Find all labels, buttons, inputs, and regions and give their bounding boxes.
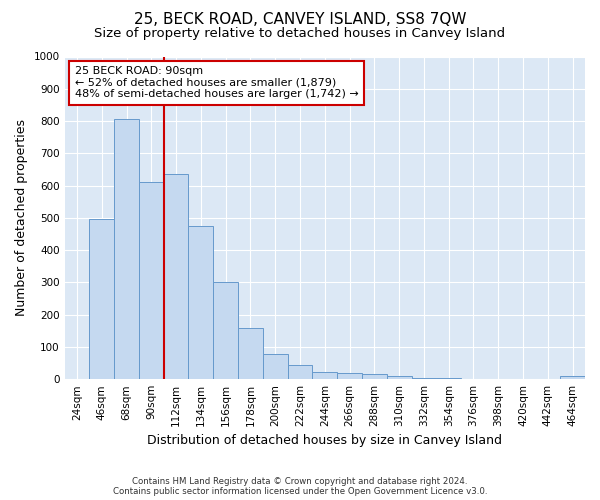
Text: Contains HM Land Registry data © Crown copyright and database right 2024.
Contai: Contains HM Land Registry data © Crown c… bbox=[113, 476, 487, 496]
Bar bbox=[114, 120, 139, 379]
Bar bbox=[238, 328, 263, 379]
X-axis label: Distribution of detached houses by size in Canvey Island: Distribution of detached houses by size … bbox=[147, 434, 502, 448]
Bar bbox=[164, 174, 188, 379]
Bar bbox=[89, 220, 114, 379]
Text: 25 BECK ROAD: 90sqm
← 52% of detached houses are smaller (1,879)
48% of semi-det: 25 BECK ROAD: 90sqm ← 52% of detached ho… bbox=[75, 66, 359, 100]
Bar bbox=[139, 182, 164, 379]
Bar bbox=[362, 374, 387, 379]
Text: 25, BECK ROAD, CANVEY ISLAND, SS8 7QW: 25, BECK ROAD, CANVEY ISLAND, SS8 7QW bbox=[134, 12, 466, 28]
Bar bbox=[263, 354, 287, 379]
Bar bbox=[436, 378, 461, 379]
Bar bbox=[486, 378, 511, 379]
Bar bbox=[313, 372, 337, 379]
Bar bbox=[287, 364, 313, 379]
Text: Size of property relative to detached houses in Canvey Island: Size of property relative to detached ho… bbox=[94, 28, 506, 40]
Y-axis label: Number of detached properties: Number of detached properties bbox=[15, 120, 28, 316]
Bar bbox=[213, 282, 238, 379]
Bar bbox=[461, 378, 486, 379]
Bar bbox=[387, 376, 412, 379]
Bar bbox=[412, 378, 436, 379]
Bar bbox=[560, 376, 585, 379]
Bar bbox=[188, 226, 213, 379]
Bar bbox=[337, 372, 362, 379]
